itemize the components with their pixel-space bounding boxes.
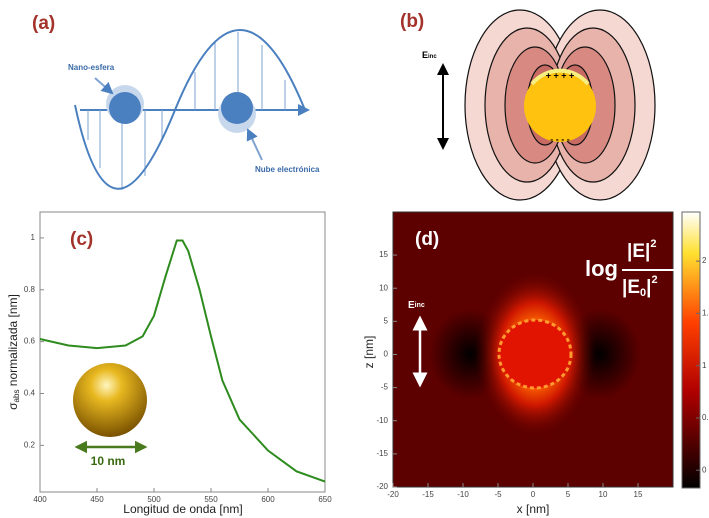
scale-label: log (585, 256, 618, 281)
x-tick-label: -20 (387, 490, 399, 499)
y-tick-label: 5 (384, 316, 389, 325)
x-tick-label: 550 (204, 495, 218, 504)
charges: + + + + (546, 70, 575, 80)
panel-label: (c) (70, 229, 93, 250)
charge-rim (530, 68, 590, 86)
field-map (393, 212, 673, 487)
line-series (39, 239, 326, 483)
y-tick-label: 1 (31, 233, 36, 242)
x-tick-label: 600 (261, 495, 275, 504)
x-tick-label: 10 (599, 490, 608, 499)
colorbar-tick-label: 0 (702, 465, 707, 474)
x-tick-label: 0 (531, 490, 536, 499)
y-tick-label: 0 (384, 350, 389, 359)
x-tick-label: 500 (147, 495, 161, 504)
x-tick-label: -5 (494, 490, 502, 499)
x-tick-label: 400 (33, 495, 47, 504)
panel-b: (b) + + + + - - - - Einc (400, 9, 656, 201)
pointer (94, 77, 114, 95)
x-axis-label: x [nm] (517, 502, 550, 516)
x-tick-label: 15 (634, 490, 643, 499)
y-tick-label: -15 (376, 449, 388, 458)
plot-frame (39, 211, 326, 493)
colorbar-tick-label: 1.5 (702, 309, 709, 318)
scale-denominator: |E0|2 (622, 274, 658, 299)
panel-c: (c) Longitud de onda [nm] σabs normaliza… (6, 211, 332, 516)
panel-label: (b) (400, 11, 424, 32)
x-tick-label: -10 (457, 490, 469, 499)
annotation: Nube electrónica (255, 165, 320, 174)
scale-numerator: |E|2 (627, 238, 656, 262)
inset-sphere (73, 363, 147, 437)
panel-a: (a) Nano-esfera Nube electrónica (32, 13, 320, 190)
nanosphere (109, 92, 141, 124)
x-tick-label: 5 (566, 490, 571, 499)
y-tick-label: -20 (376, 482, 388, 491)
x-axis-label: Longitud de onda [nm] (123, 502, 242, 516)
panel-d: (d) Einc log |E|2 |E0|2 x [nm] z [nm] -2… (362, 211, 709, 516)
pointer (246, 128, 263, 161)
y-axis-label: z [nm] (362, 336, 376, 369)
colorbar-tick-label: 0.5 (702, 413, 709, 422)
colorbar-tick-label: 1 (702, 361, 707, 370)
field-arrows (87, 32, 286, 190)
y-tick-label: -10 (376, 416, 388, 425)
field-label: Einc (408, 300, 425, 311)
y-tick-label: 0.4 (24, 389, 36, 398)
y-tick-label: 0.8 (24, 285, 36, 294)
gold-sphere (524, 70, 596, 142)
y-axis-label: σabs normalizada [nm] (6, 294, 21, 410)
y-tick-label: 15 (379, 250, 388, 259)
x-tick-label: -15 (422, 490, 434, 499)
charges: - - - - (550, 134, 570, 144)
panel-label: (d) (415, 229, 439, 250)
x-tick-label: 650 (318, 495, 332, 504)
y-tick-label: 0.2 (24, 440, 36, 449)
nanosphere (221, 92, 253, 124)
colorbar (681, 211, 701, 489)
colorbar-tick-label: 2 (702, 256, 707, 265)
annotation: Nano-esfera (68, 63, 115, 72)
y-tick-label: -5 (381, 383, 389, 392)
y-tick-label: 0.6 (24, 337, 36, 346)
y-tick-label: 10 (379, 283, 388, 292)
inset-label: 10 nm (91, 454, 126, 468)
wave (74, 29, 306, 190)
x-tick-label: 450 (90, 495, 104, 504)
panel-label: (a) (32, 13, 55, 34)
field-label: Einc (422, 50, 437, 60)
